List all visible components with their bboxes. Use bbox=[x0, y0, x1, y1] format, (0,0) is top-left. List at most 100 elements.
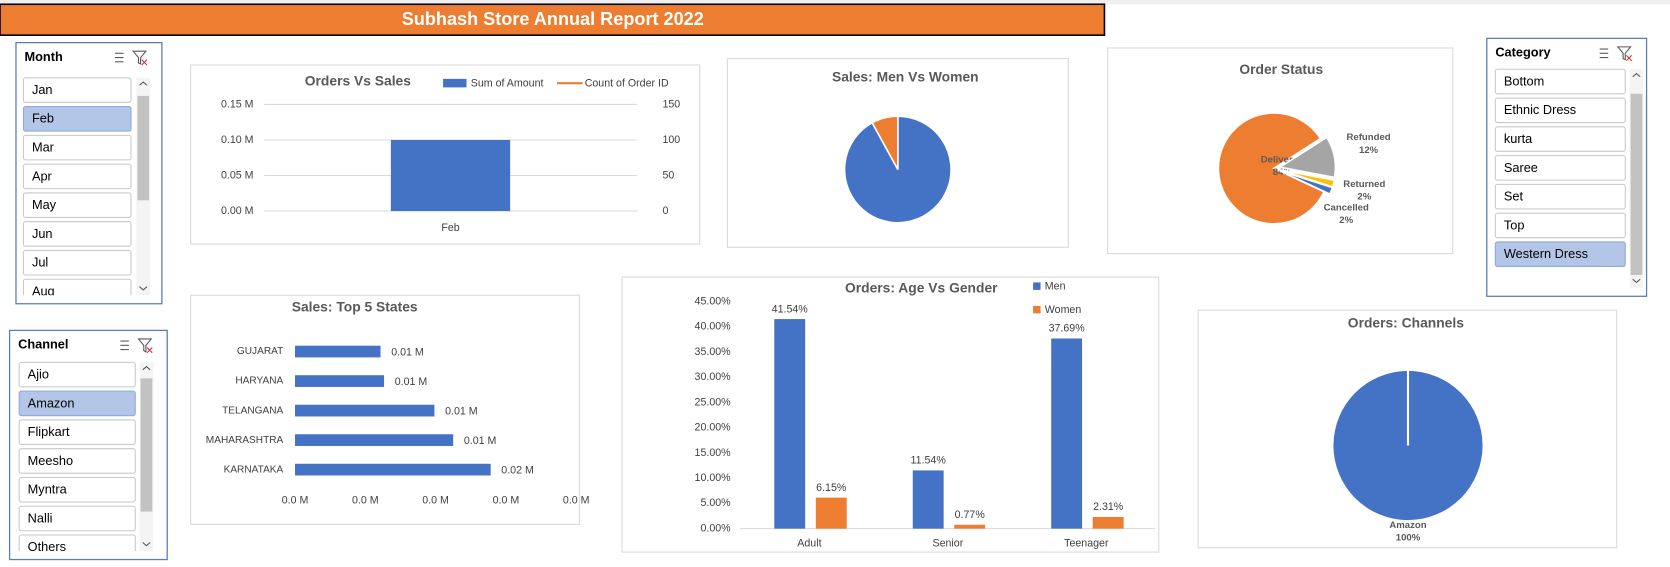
x-tick-label: Teenager bbox=[1064, 537, 1109, 549]
title-bar bbox=[0, 3, 1106, 36]
slicer-item[interactable] bbox=[1494, 126, 1626, 152]
bar bbox=[815, 497, 847, 529]
y-tick-label: 25.00% bbox=[695, 396, 732, 408]
scroll-up[interactable] bbox=[142, 365, 151, 371]
slicer-items: Jan Feb Mar Apr May Jun Jul Aug bbox=[22, 77, 132, 304]
slicer-item[interactable] bbox=[18, 476, 136, 503]
slice-value-label: 2% bbox=[1339, 215, 1353, 226]
y-tick-label: MAHARASHTRA bbox=[206, 435, 284, 446]
chart-title: Sales: Men Vs Women bbox=[832, 68, 979, 84]
slicer-item[interactable] bbox=[1494, 183, 1626, 210]
slicer-item-label: Top bbox=[1504, 217, 1525, 232]
scroll-down[interactable] bbox=[142, 542, 151, 547]
legend-label: Women bbox=[1045, 304, 1082, 316]
slicer-item-label: Flipkart bbox=[28, 424, 70, 439]
slicer-item-label: Jan bbox=[32, 82, 53, 97]
x-tick-label: 0.0 M bbox=[282, 495, 309, 507]
legend-label: Count of Order ID bbox=[585, 77, 669, 89]
y2-tick-label: 100 bbox=[662, 134, 680, 146]
slicer-item[interactable] bbox=[1494, 241, 1626, 267]
slicer-item-label: kurta bbox=[1504, 131, 1533, 146]
scrollbar-thumb[interactable] bbox=[140, 378, 153, 512]
bar bbox=[954, 524, 986, 529]
slicer-title: Month bbox=[24, 49, 62, 64]
clear-filter-icon[interactable] bbox=[131, 50, 148, 65]
slice-value-label: 2% bbox=[1357, 192, 1371, 203]
x-tick-label: Senior bbox=[933, 537, 964, 549]
chart-title: Sales: Top 5 States bbox=[292, 299, 418, 315]
chart: Orders Vs Sales 0.00 M 0.05 M 0.10 M 0.15 M 0… bbox=[190, 64, 701, 245]
slicer-item[interactable] bbox=[1494, 155, 1626, 181]
y-tick-label: TELANGANA bbox=[222, 405, 283, 416]
slicer-item[interactable] bbox=[1494, 68, 1626, 95]
y-tick-label: 0.10 M bbox=[221, 134, 254, 146]
slicer-item[interactable] bbox=[22, 278, 132, 304]
slicer-item[interactable] bbox=[22, 134, 132, 161]
slicer-item[interactable] bbox=[22, 221, 132, 247]
bar bbox=[1051, 338, 1083, 529]
slicer-items: Bottom Ethnic Dress kurta Saree Set Top Wester… bbox=[1494, 68, 1626, 267]
scroll-down[interactable] bbox=[139, 286, 148, 291]
chart: Orders: Age Vs Gender 0.00% 5.00% 10.00% 15.… bbox=[621, 276, 1160, 553]
data-label: 37.69% bbox=[1049, 323, 1086, 335]
y-tick-label: 20.00% bbox=[695, 422, 732, 434]
slicer-item[interactable] bbox=[18, 505, 136, 532]
slicer-item[interactable] bbox=[22, 106, 132, 132]
bar bbox=[295, 404, 435, 417]
y-tick-label: 0.05 M bbox=[221, 169, 254, 181]
y-tick-label: 0.15 M bbox=[221, 98, 254, 110]
slice-category-label: Returned bbox=[1343, 179, 1385, 190]
y-tick-label: 5.00% bbox=[700, 497, 731, 509]
slicer-title: Channel bbox=[18, 337, 68, 352]
slicer-item-label: Myntra bbox=[28, 482, 68, 497]
bar bbox=[390, 139, 511, 212]
bar bbox=[1092, 516, 1124, 529]
slicer-item-label: May bbox=[32, 197, 57, 212]
scrollbar-thumb[interactable] bbox=[1630, 93, 1643, 275]
legend-label: Sum of Amount bbox=[471, 77, 544, 89]
slicer-item[interactable] bbox=[18, 534, 136, 560]
y-tick-label: 10.00% bbox=[695, 472, 732, 484]
slice-category-label: Amazon bbox=[1389, 520, 1426, 531]
y-tick-label: 35.00% bbox=[695, 346, 732, 358]
clear-filter-x bbox=[146, 347, 153, 354]
slicer-item[interactable] bbox=[22, 163, 132, 190]
data-label: 0.01 M bbox=[464, 435, 497, 447]
scroll-up[interactable] bbox=[139, 81, 148, 86]
x-tick-label: Feb bbox=[441, 222, 459, 234]
slicer-item[interactable] bbox=[22, 192, 132, 218]
slicer-item[interactable] bbox=[18, 448, 136, 474]
bar bbox=[295, 434, 454, 446]
clear-filter-icon[interactable] bbox=[137, 338, 153, 353]
data-label: 0.01 M bbox=[395, 376, 428, 388]
chart-title: Orders: Age Vs Gender bbox=[845, 279, 998, 295]
legend-label: Men bbox=[1045, 281, 1066, 293]
slicer-items: Ajio Amazon Flipkart Meesho Myntra Nalli Other… bbox=[18, 361, 136, 560]
data-label: 0.01 M bbox=[391, 346, 424, 358]
slicer-item-label: Saree bbox=[1504, 160, 1538, 175]
slicer-title: Category bbox=[1495, 45, 1551, 60]
slicer-item[interactable] bbox=[22, 77, 132, 103]
slicer-item[interactable] bbox=[1494, 212, 1626, 239]
slicer-item[interactable] bbox=[1494, 97, 1626, 124]
slicer-item[interactable] bbox=[18, 361, 136, 388]
slicer: Channel Ajio Amazon Flipkart Meesho Myntra Nal… bbox=[8, 329, 168, 561]
slice-category-label: Cancelled bbox=[1324, 202, 1369, 213]
legend-swatch bbox=[443, 78, 467, 88]
scrollbar-thumb[interactable] bbox=[137, 95, 150, 201]
slice-value-label: 100% bbox=[1396, 533, 1421, 544]
chart-title: Orders: Channels bbox=[1348, 315, 1464, 331]
bar bbox=[774, 319, 806, 529]
slicer-item-label: Apr bbox=[32, 168, 53, 183]
slicer-item[interactable] bbox=[22, 249, 132, 276]
clear-filter-icon[interactable] bbox=[1616, 46, 1632, 61]
slicer-item-label: Ethnic Dress bbox=[1504, 102, 1576, 117]
x-tick-label: 0.0 M bbox=[422, 495, 449, 507]
scroll-up[interactable] bbox=[1632, 72, 1641, 78]
slicer-item[interactable] bbox=[18, 419, 136, 445]
data-label: 11.54% bbox=[911, 455, 947, 467]
slice-category-label: Delivered bbox=[1261, 154, 1304, 165]
slicer-item[interactable] bbox=[18, 390, 136, 417]
clear-filter-x bbox=[1625, 55, 1633, 62]
scroll-down[interactable] bbox=[1632, 278, 1641, 284]
